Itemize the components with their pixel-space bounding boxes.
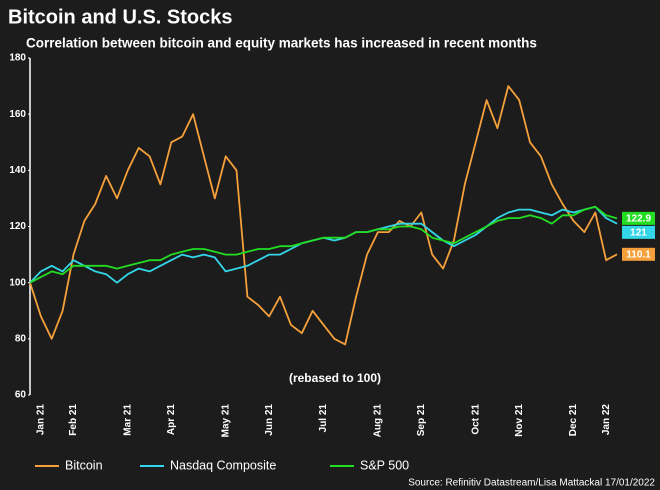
x-tick-label: Aug 21 [372, 404, 383, 438]
x-tick-label: May 21 [220, 404, 231, 438]
y-tick-label: 100 [9, 277, 26, 288]
x-tick-label: Jan 22 [601, 404, 612, 436]
legend-label: S&P 500 [360, 458, 409, 472]
end-label: 122.9 [626, 213, 651, 224]
x-tick-label: Apr 21 [166, 404, 177, 436]
y-tick-label: 60 [15, 390, 27, 401]
legend-label: Nasdaq Composite [170, 458, 276, 472]
x-tick-label: Jun 21 [264, 404, 275, 436]
x-tick-label: Nov 21 [514, 404, 525, 437]
end-label: 110.1 [626, 249, 651, 260]
end-label-box [622, 211, 655, 225]
series-line [29, 85, 618, 346]
end-label: 121 [630, 227, 647, 238]
y-tick-label: 180 [9, 53, 26, 64]
x-tick-label: Sep 21 [416, 404, 427, 437]
y-tick-label: 160 [9, 109, 26, 120]
chart-title: Bitcoin and U.S. Stocks [8, 6, 232, 28]
x-tick-label: Dec 21 [568, 404, 579, 437]
x-tick-label: Feb 21 [68, 404, 79, 436]
series-line [29, 205, 618, 284]
end-label-box [622, 225, 655, 239]
y-tick-label: 140 [9, 165, 26, 176]
x-tick-label: Mar 21 [122, 404, 133, 436]
chart-subtitle: Correlation between bitcoin and equity m… [26, 36, 537, 51]
annotation: (rebased to 100) [289, 371, 381, 385]
x-tick-label: Jul 21 [318, 404, 329, 433]
series-line [29, 205, 618, 284]
y-tick-label: 120 [9, 221, 26, 232]
x-tick-label: Jan 21 [36, 404, 47, 436]
end-label-box [622, 247, 655, 261]
source: Source: Refinitiv Datastream/Lisa Mattac… [408, 478, 655, 489]
y-tick-label: 80 [15, 333, 27, 344]
x-tick-label: Oct 21 [470, 404, 481, 435]
legend-label: Bitcoin [65, 458, 103, 472]
